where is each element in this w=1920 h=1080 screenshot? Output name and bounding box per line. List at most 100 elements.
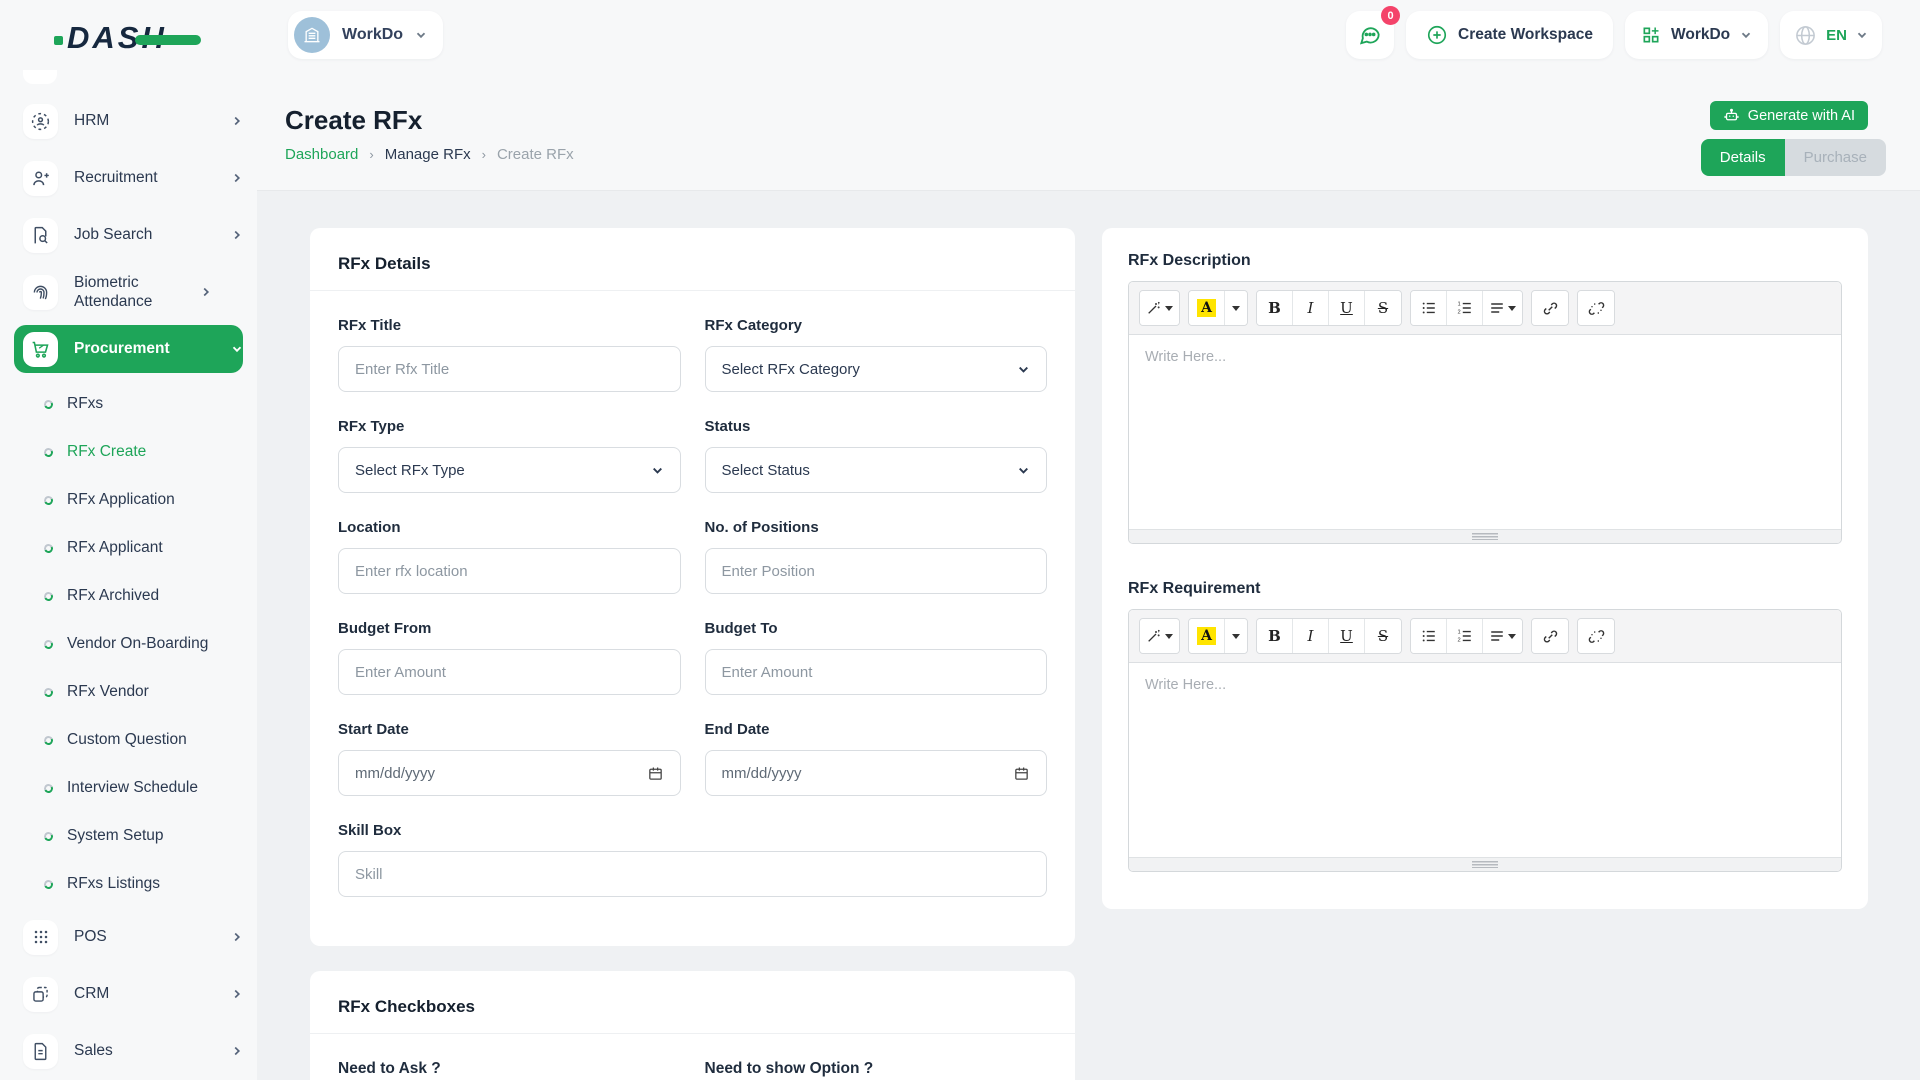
rfx-title-input[interactable] [338,346,681,392]
rfx-details-title: RFx Details [338,254,431,273]
field-skill-box: Skill Box [338,822,1047,897]
language-selector[interactable]: EN [1780,11,1882,59]
font-color-dropdown[interactable] [1225,619,1247,653]
numbered-list-icon: 12 [1457,301,1471,315]
strikethrough-button[interactable]: S [1365,619,1401,653]
budget-to-input[interactable] [704,649,1047,695]
italic-button[interactable]: I [1293,619,1329,653]
bold-button[interactable]: B [1257,619,1293,653]
brand-logo[interactable]: DASH [54,20,201,56]
unlink-button[interactable] [1578,291,1614,325]
location-input[interactable] [338,548,681,594]
breadcrumb-manage-rfx[interactable]: Manage RFx [384,146,471,163]
chevron-down-icon [231,343,243,355]
tab-purchase[interactable]: Purchase [1784,139,1886,176]
create-workspace-button[interactable]: Create Workspace [1406,11,1614,59]
sidebar-subitem-rfxs-listings[interactable]: RFxs Listings [0,864,243,904]
sidebar-item-pos[interactable]: POS [23,913,243,961]
underline-button[interactable]: U [1329,619,1365,653]
sidebar-subitem-custom-question[interactable]: Custom Question [0,720,243,760]
start-date-input[interactable]: mm/dd/yyyy [338,750,681,796]
chevron-right-icon: › [369,147,374,162]
workspace-selector[interactable]: WorkDo [288,11,444,59]
unordered-list-button[interactable] [1411,619,1447,653]
rfx-description-textarea[interactable]: Write Here... [1145,349,1227,365]
chevron-right-icon [200,286,212,298]
bullet-icon [42,638,55,650]
rfx-requirement-textarea[interactable]: Write Here... [1145,677,1227,693]
workspace-menu-button[interactable]: WorkDo [1625,11,1769,59]
link-button[interactable] [1532,291,1568,325]
bullet-icon [42,878,55,890]
field-budget-from: Budget From [338,620,681,695]
tab-details[interactable]: Details [1700,139,1785,176]
status-select[interactable]: Select Status [704,447,1047,493]
sidebar-subitem-interview-schedule[interactable]: Interview Schedule [0,768,243,808]
calendar-icon [648,766,662,780]
sidebar-item-biometric-attendance[interactable]: Biometric Attendance [23,268,243,316]
bold-button[interactable]: B [1257,291,1293,325]
sidebar-subitem-vendor-onboarding[interactable]: Vendor On-Boarding [0,624,243,664]
messages-button[interactable]: 0 [1346,6,1401,59]
sidebar-item-procurement[interactable]: Procurement [14,325,243,373]
editor-resize-handle[interactable] [1129,529,1841,543]
strikethrough-button[interactable]: S [1365,291,1401,325]
paragraph-align-button[interactable] [1483,619,1522,653]
sidebar-item-recruitment[interactable]: Recruitment [23,154,243,202]
font-color-button[interactable]: A [1189,619,1225,653]
skill-input[interactable] [338,851,1047,897]
crm-icon [33,986,48,1002]
chevron-right-icon [231,115,243,127]
chevron-down-icon [652,467,662,474]
bullet-icon [42,830,55,842]
chevron-right-icon [231,172,243,184]
font-color-dropdown[interactable] [1225,291,1247,325]
editor-resize-handle[interactable] [1129,857,1841,871]
rfx-checkboxes-card: RFx Checkboxes Need to Ask ? Gender Need… [310,971,1075,1080]
globe-icon [1796,25,1816,45]
sidebar-subitem-rfxs[interactable]: RFxs [0,384,243,424]
italic-button[interactable]: I [1293,291,1329,325]
sidebar-item-hrm[interactable]: HRM [23,97,243,145]
unordered-list-button[interactable] [1411,291,1447,325]
budget-from-input[interactable] [338,649,681,695]
procurement-submenu: RFxs RFx Create RFx Application RFx Appl… [0,384,257,904]
link-button[interactable] [1532,619,1568,653]
generate-with-ai-button[interactable]: Generate with AI [1709,101,1868,130]
positions-input[interactable] [704,548,1047,594]
unlink-button[interactable] [1578,619,1614,653]
sidebar-scrolled-item-hint [23,70,57,84]
font-color-button[interactable]: A [1189,291,1225,325]
sidebar-subitem-rfx-vendor[interactable]: RFx Vendor [0,672,243,712]
unlink-icon [1588,301,1604,315]
align-icon [1491,631,1503,641]
svg-text:2: 2 [1457,309,1460,315]
sidebar-subitem-rfx-archived[interactable]: RFx Archived [0,576,243,616]
paragraph-align-button[interactable] [1483,291,1522,325]
rfx-category-select[interactable]: Select RFx Category [704,346,1047,392]
workspace-avatar [294,17,330,53]
chevron-down-icon [1856,29,1868,41]
sidebar-subitem-rfx-create[interactable]: RFx Create [0,432,243,472]
breadcrumb-dashboard[interactable]: Dashboard [285,146,359,163]
sidebar-subitem-rfx-applicant[interactable]: RFx Applicant [0,528,243,568]
sidebar-item-job-search[interactable]: Job Search [23,211,243,259]
sidebar-item-sales[interactable]: Sales [23,1027,243,1075]
rfx-type-select[interactable]: Select RFx Type [338,447,681,493]
bullet-icon [42,494,55,506]
magic-style-button[interactable] [1140,619,1179,653]
chevron-right-icon [231,1045,243,1057]
field-rfx-type: RFx Type Select RFx Type [338,418,681,493]
magic-style-button[interactable] [1140,291,1179,325]
sidebar-subitem-system-setup[interactable]: System Setup [0,816,243,856]
sidebar-subitem-rfx-application[interactable]: RFx Application [0,480,243,520]
sidebar-item-crm[interactable]: CRM [23,970,243,1018]
end-date-input[interactable]: mm/dd/yyyy [704,750,1047,796]
underline-button[interactable]: U [1329,291,1365,325]
chevron-right-icon [231,931,243,943]
chevron-down-icon [1740,29,1752,41]
top-header: DASH WorkDo 0 Create Workspace [0,0,1920,70]
